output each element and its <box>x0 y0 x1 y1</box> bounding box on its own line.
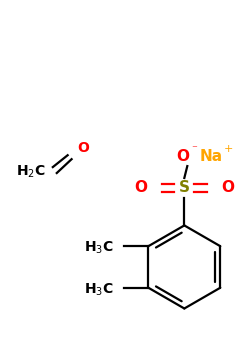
Text: H$_2$C: H$_2$C <box>16 164 46 180</box>
Text: O: O <box>135 180 148 195</box>
Text: ⁻: ⁻ <box>191 144 197 154</box>
Text: S: S <box>179 180 190 195</box>
Text: Na: Na <box>199 149 222 164</box>
Text: H$_3$C: H$_3$C <box>84 240 114 257</box>
Text: H$_3$C: H$_3$C <box>84 281 114 298</box>
Text: O: O <box>221 180 234 195</box>
Text: O: O <box>78 141 90 155</box>
Text: O: O <box>176 149 189 164</box>
Text: +: + <box>224 144 233 154</box>
